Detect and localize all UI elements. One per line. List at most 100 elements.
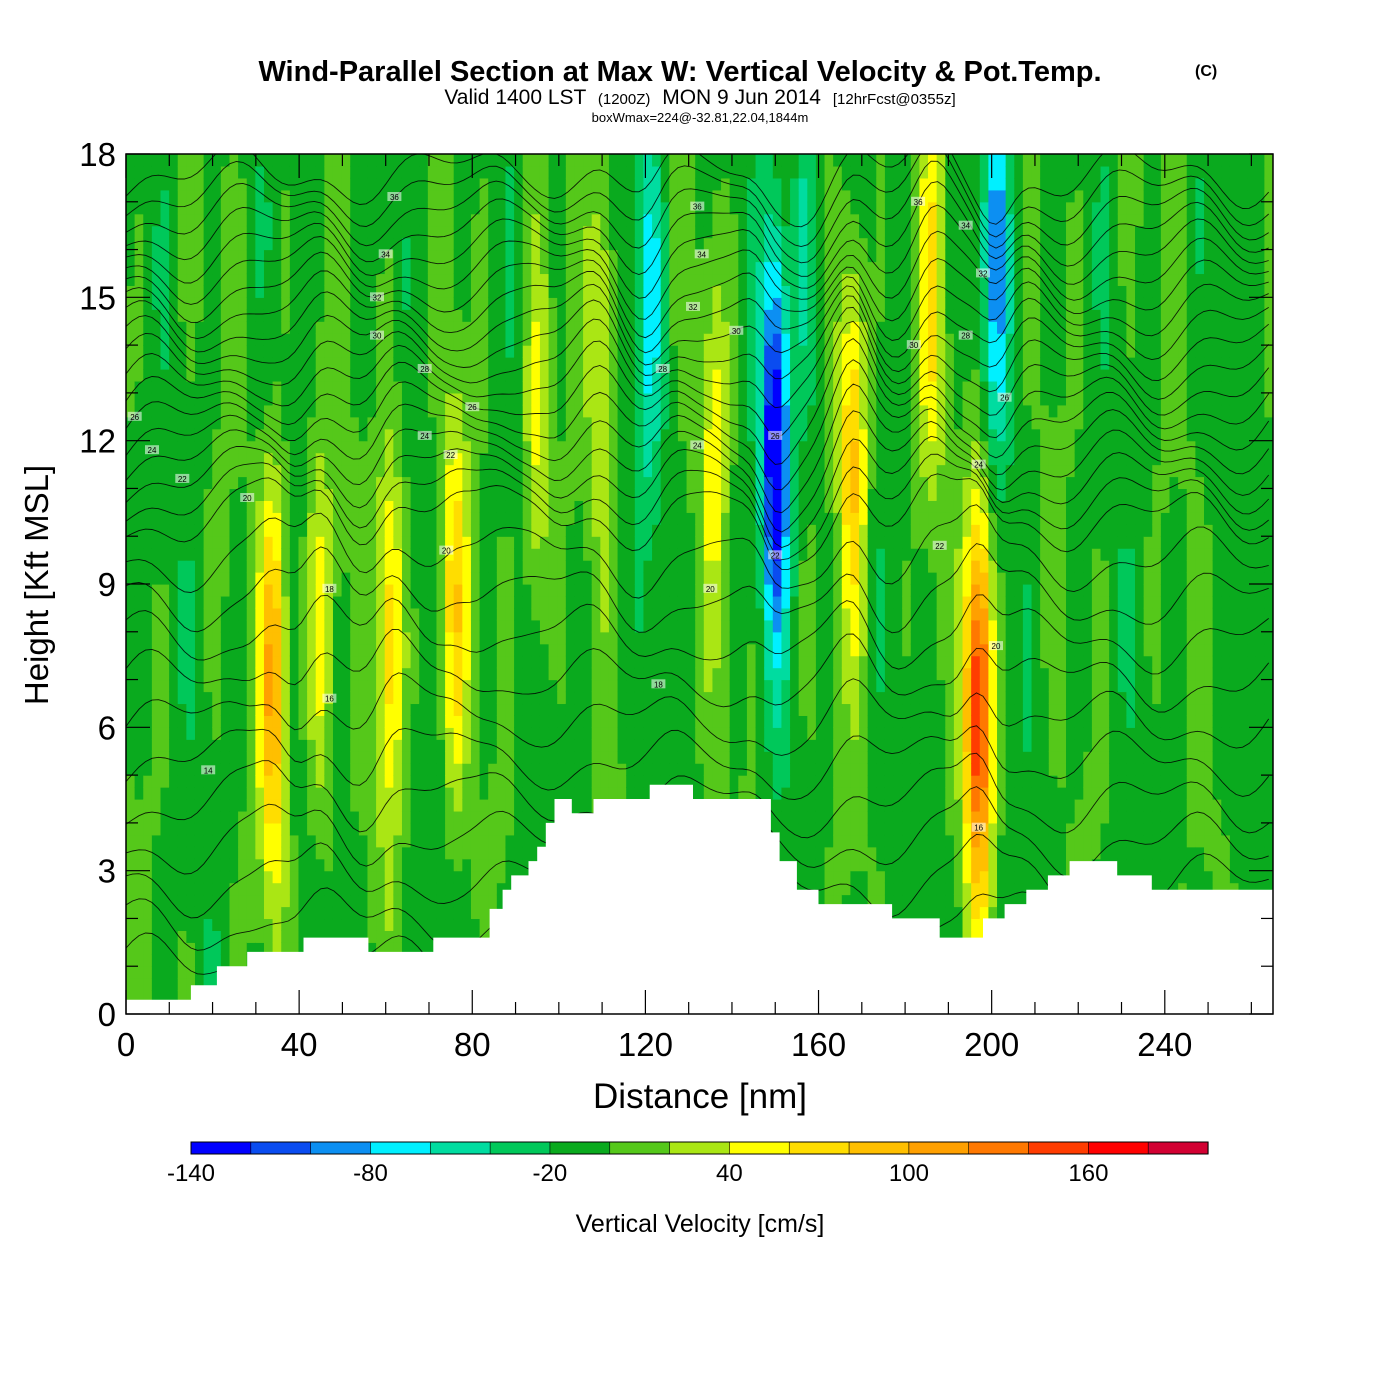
field-cell bbox=[427, 369, 438, 382]
field-cell bbox=[350, 213, 360, 227]
field-cell bbox=[445, 560, 455, 573]
field-cell bbox=[289, 380, 300, 394]
field-cell bbox=[255, 918, 265, 931]
field-cell bbox=[298, 309, 308, 322]
field-cell bbox=[126, 416, 136, 430]
field-cell bbox=[419, 321, 429, 334]
field-cell bbox=[160, 404, 170, 418]
field-cell bbox=[557, 631, 567, 645]
field-cell bbox=[177, 560, 187, 573]
field-cell bbox=[212, 942, 222, 955]
field-cell bbox=[160, 595, 170, 609]
field-cell bbox=[703, 667, 714, 681]
field-cell bbox=[669, 536, 679, 549]
field-cell bbox=[686, 177, 696, 191]
field-cell bbox=[548, 189, 558, 203]
field-cell bbox=[634, 369, 645, 382]
field-cell bbox=[514, 655, 524, 669]
field-cell bbox=[220, 237, 231, 251]
field-cell bbox=[669, 404, 679, 418]
field-cell bbox=[281, 476, 291, 490]
field-cell bbox=[514, 679, 524, 693]
field-cell bbox=[419, 285, 429, 298]
field-cell bbox=[522, 345, 532, 358]
field-cell bbox=[600, 488, 610, 501]
field-cell bbox=[203, 189, 213, 203]
field-cell bbox=[255, 870, 265, 884]
field-cell bbox=[617, 643, 627, 657]
field-cell bbox=[600, 333, 610, 346]
field-cell bbox=[143, 834, 153, 848]
field-cell bbox=[263, 679, 274, 693]
field-cell bbox=[332, 751, 343, 764]
field-cell bbox=[203, 548, 213, 561]
field-cell bbox=[194, 584, 205, 597]
field-cell bbox=[151, 285, 162, 298]
field-cell bbox=[626, 763, 636, 776]
field-cell bbox=[522, 464, 532, 478]
field-cell bbox=[212, 213, 222, 227]
field-cell bbox=[539, 416, 550, 430]
field-cell bbox=[436, 261, 446, 275]
field-cell bbox=[134, 775, 144, 788]
field-cell bbox=[436, 858, 446, 872]
field-cell bbox=[419, 822, 429, 836]
field-cell bbox=[669, 739, 679, 752]
field-cell bbox=[445, 392, 455, 406]
field-cell bbox=[565, 154, 576, 167]
field-cell bbox=[565, 536, 576, 549]
field-cell bbox=[220, 930, 231, 943]
field-cell bbox=[531, 799, 541, 812]
field-cell bbox=[341, 906, 351, 920]
field-cell bbox=[617, 476, 627, 490]
field-cell bbox=[522, 285, 532, 298]
field-cell bbox=[238, 225, 248, 239]
field-cell bbox=[126, 727, 136, 740]
field-cell bbox=[160, 213, 170, 227]
field-cell bbox=[479, 763, 489, 776]
field-cell bbox=[134, 165, 144, 179]
field-cell bbox=[427, 727, 438, 740]
field-cell bbox=[229, 655, 239, 669]
field-cell bbox=[263, 810, 274, 824]
field-cell bbox=[169, 978, 179, 991]
field-cell bbox=[583, 715, 593, 728]
field-cell bbox=[548, 512, 558, 525]
field-cell bbox=[212, 775, 222, 788]
field-cell bbox=[272, 679, 282, 693]
field-cell bbox=[289, 595, 300, 609]
field-cell bbox=[384, 309, 394, 322]
field-cell bbox=[470, 548, 481, 561]
field-cell bbox=[470, 679, 481, 693]
field-cell bbox=[479, 416, 489, 430]
field-cell bbox=[531, 607, 541, 621]
field-cell bbox=[376, 715, 386, 728]
field-cell bbox=[177, 201, 187, 215]
field-cell bbox=[453, 261, 463, 275]
field-cell bbox=[384, 906, 394, 920]
field-cell bbox=[143, 154, 153, 167]
field-cell bbox=[332, 894, 343, 908]
field-cell bbox=[703, 715, 714, 728]
field-cell bbox=[220, 607, 231, 621]
field-cell bbox=[212, 703, 222, 716]
field-cell bbox=[712, 201, 722, 215]
field-cell bbox=[143, 990, 153, 1003]
field-cell bbox=[669, 560, 679, 573]
field-cell bbox=[643, 237, 653, 251]
field-cell bbox=[634, 619, 645, 633]
field-cell bbox=[643, 464, 653, 478]
field-cell bbox=[522, 679, 532, 693]
field-cell bbox=[393, 440, 403, 454]
field-cell bbox=[151, 548, 162, 561]
field-cell bbox=[229, 810, 239, 824]
field-cell bbox=[643, 512, 653, 525]
field-cell bbox=[643, 177, 653, 191]
field-cell bbox=[186, 799, 196, 812]
field-cell bbox=[686, 237, 696, 251]
field-cell bbox=[488, 321, 498, 334]
field-cell bbox=[186, 643, 196, 657]
field-cell bbox=[289, 906, 300, 920]
field-cell bbox=[565, 512, 576, 525]
field-cell bbox=[376, 524, 386, 537]
